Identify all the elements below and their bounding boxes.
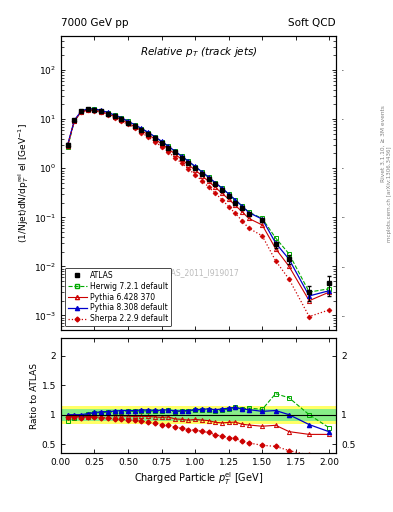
Bar bbox=[275, 409, 289, 421]
Bar bbox=[222, 409, 229, 421]
Bar bbox=[81, 409, 88, 421]
Y-axis label: (1/Njet)dN/dp$^{\rm rel}_{T}$ el [GeV$^{-1}$]: (1/Njet)dN/dp$^{\rm rel}_{T}$ el [GeV$^{… bbox=[16, 123, 31, 243]
Bar bbox=[289, 409, 309, 421]
Bar bbox=[115, 406, 121, 423]
Bar bbox=[61, 406, 68, 423]
Bar bbox=[242, 406, 249, 423]
Bar bbox=[188, 409, 195, 421]
Bar bbox=[94, 406, 101, 423]
Y-axis label: Ratio to ATLAS: Ratio to ATLAS bbox=[30, 362, 39, 429]
Bar bbox=[141, 406, 148, 423]
Bar bbox=[68, 409, 74, 421]
Bar bbox=[175, 409, 182, 421]
Bar bbox=[289, 406, 309, 423]
Bar bbox=[101, 409, 108, 421]
Bar bbox=[309, 409, 336, 421]
Bar bbox=[249, 406, 262, 423]
Bar bbox=[148, 409, 155, 421]
Bar bbox=[182, 406, 188, 423]
Bar bbox=[168, 409, 175, 421]
Bar bbox=[115, 409, 121, 421]
Text: Soft QCD: Soft QCD bbox=[288, 18, 336, 28]
Bar bbox=[249, 409, 262, 421]
Bar bbox=[101, 406, 108, 423]
Bar bbox=[235, 406, 242, 423]
Bar bbox=[209, 409, 215, 421]
Bar bbox=[162, 406, 168, 423]
Bar bbox=[148, 406, 155, 423]
Bar bbox=[162, 409, 168, 421]
Bar bbox=[209, 406, 215, 423]
Bar bbox=[94, 409, 101, 421]
Bar bbox=[108, 409, 115, 421]
Bar bbox=[121, 409, 128, 421]
Bar bbox=[275, 406, 289, 423]
Bar bbox=[121, 406, 128, 423]
Bar bbox=[128, 409, 135, 421]
Legend: ATLAS, Herwig 7.2.1 default, Pythia 6.428 370, Pythia 8.308 default, Sherpa 2.2.: ATLAS, Herwig 7.2.1 default, Pythia 6.42… bbox=[65, 268, 171, 327]
Bar bbox=[74, 409, 81, 421]
Bar bbox=[88, 406, 94, 423]
Bar bbox=[81, 406, 88, 423]
Bar bbox=[182, 409, 188, 421]
Bar bbox=[88, 409, 94, 421]
Bar bbox=[262, 406, 275, 423]
Bar bbox=[242, 409, 249, 421]
Bar bbox=[108, 406, 115, 423]
Bar bbox=[195, 409, 202, 421]
Bar bbox=[202, 409, 209, 421]
Bar bbox=[229, 409, 235, 421]
Bar bbox=[135, 406, 141, 423]
Text: mcplots.cern.ch [arXiv:1306.3436]: mcplots.cern.ch [arXiv:1306.3436] bbox=[387, 147, 392, 242]
Bar bbox=[175, 406, 182, 423]
Bar bbox=[68, 406, 74, 423]
Bar bbox=[215, 406, 222, 423]
Bar bbox=[222, 406, 229, 423]
Bar bbox=[229, 406, 235, 423]
Bar bbox=[155, 406, 162, 423]
Bar bbox=[202, 406, 209, 423]
Bar bbox=[188, 406, 195, 423]
Text: 7000 GeV pp: 7000 GeV pp bbox=[61, 18, 129, 28]
Bar bbox=[128, 406, 135, 423]
Bar bbox=[155, 409, 162, 421]
Bar bbox=[195, 406, 202, 423]
Bar bbox=[235, 409, 242, 421]
Bar bbox=[61, 409, 68, 421]
Text: ATLAS_2011_I919017: ATLAS_2011_I919017 bbox=[158, 268, 239, 278]
Bar bbox=[74, 406, 81, 423]
Bar bbox=[168, 406, 175, 423]
X-axis label: Charged Particle $p^{\rm el}_{T}$ [GeV]: Charged Particle $p^{\rm el}_{T}$ [GeV] bbox=[134, 470, 263, 486]
Bar bbox=[262, 409, 275, 421]
Bar bbox=[135, 409, 141, 421]
Text: Rivet 3.1.10, ≥ 3M events: Rivet 3.1.10, ≥ 3M events bbox=[381, 105, 386, 182]
Text: Relative p$_T$ (track jets): Relative p$_T$ (track jets) bbox=[140, 45, 257, 59]
Bar bbox=[309, 406, 336, 423]
Bar bbox=[215, 409, 222, 421]
Bar bbox=[141, 409, 148, 421]
